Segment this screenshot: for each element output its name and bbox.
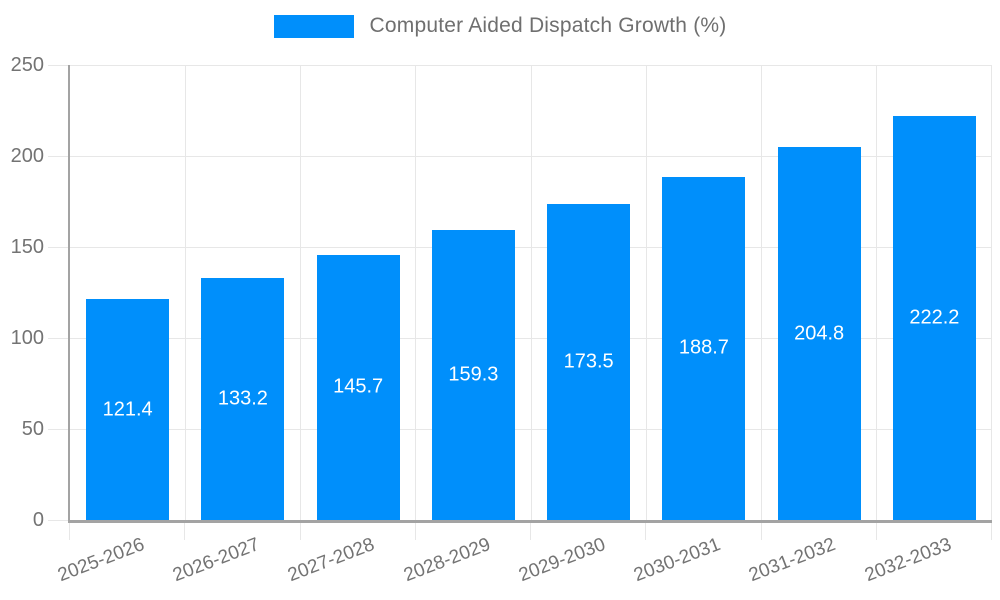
bar[interactable]: 188.7 bbox=[662, 176, 746, 520]
legend-swatch bbox=[273, 14, 354, 38]
gridline-vertical bbox=[761, 65, 762, 520]
y-tick-label: 100 bbox=[10, 327, 44, 349]
bar[interactable]: 121.4 bbox=[86, 299, 170, 520]
gridline-vertical bbox=[645, 65, 647, 520]
x-tick-mark bbox=[760, 523, 762, 540]
y-tick-mark bbox=[48, 65, 68, 66]
gridline-vertical bbox=[876, 65, 878, 520]
x-tick-label: 2031-2032 bbox=[746, 534, 839, 587]
bar-value-label: 188.7 bbox=[678, 336, 729, 359]
bar[interactable]: 204.8 bbox=[777, 147, 861, 520]
y-tick-label: 250 bbox=[10, 54, 44, 76]
bar[interactable]: 145.7 bbox=[316, 254, 400, 520]
bar-value-label: 159.3 bbox=[448, 363, 499, 386]
x-tick-mark bbox=[875, 523, 877, 540]
gridline-vertical bbox=[991, 65, 992, 520]
x-tick-mark bbox=[530, 523, 531, 540]
y-tick-label: 50 bbox=[21, 418, 44, 440]
x-tick-label: 2028-2029 bbox=[400, 534, 493, 587]
y-tick-mark bbox=[48, 429, 68, 430]
bar-value-label: 145.7 bbox=[333, 375, 384, 398]
gridline-vertical bbox=[300, 65, 301, 520]
y-tick-mark bbox=[48, 156, 68, 157]
legend[interactable]: Computer Aided Dispatch Growth (%) bbox=[0, 14, 1000, 38]
x-tick-label: 2025-2026 bbox=[54, 534, 148, 587]
bar-value-label: 173.5 bbox=[563, 350, 614, 373]
bar-value-label: 121.4 bbox=[102, 398, 153, 421]
x-tick-mark bbox=[69, 523, 70, 540]
x-tick-label: 2027-2028 bbox=[285, 534, 378, 587]
x-tick-mark bbox=[414, 523, 416, 540]
x-tick-mark bbox=[645, 523, 647, 540]
y-tick-label: 200 bbox=[10, 145, 44, 167]
gridline-vertical bbox=[184, 65, 186, 520]
y-tick-mark bbox=[48, 247, 68, 248]
plot-area: 121.4 133.2 145.7 159.3 173.5 188.7 204.8 222.2 bbox=[68, 64, 992, 523]
bar-value-label: 222.2 bbox=[909, 306, 960, 329]
bar-value-label: 133.2 bbox=[217, 387, 268, 410]
y-tick-mark bbox=[48, 338, 68, 339]
x-tick-mark bbox=[184, 523, 186, 540]
bar[interactable]: 133.2 bbox=[201, 277, 285, 520]
bar[interactable]: 159.3 bbox=[431, 230, 515, 520]
bar-value-label: 204.8 bbox=[794, 322, 845, 345]
gridline-vertical bbox=[415, 65, 417, 520]
y-tick-label: 0 bbox=[32, 509, 44, 531]
x-tick-label: 2029-2030 bbox=[515, 534, 609, 587]
bar[interactable]: 173.5 bbox=[547, 204, 631, 520]
x-tick-label: 2032-2033 bbox=[861, 534, 954, 587]
x-tick-mark bbox=[991, 523, 992, 540]
x-tick-mark bbox=[299, 523, 301, 540]
y-tick-mark bbox=[48, 520, 68, 521]
x-tick-label: 2026-2027 bbox=[170, 534, 263, 587]
bar[interactable]: 222.2 bbox=[892, 115, 976, 520]
y-tick-label: 150 bbox=[10, 236, 44, 258]
gridline-vertical bbox=[530, 65, 532, 520]
x-tick-label: 2030-2031 bbox=[631, 534, 724, 587]
legend-label: Computer Aided Dispatch Growth (%) bbox=[369, 14, 727, 37]
